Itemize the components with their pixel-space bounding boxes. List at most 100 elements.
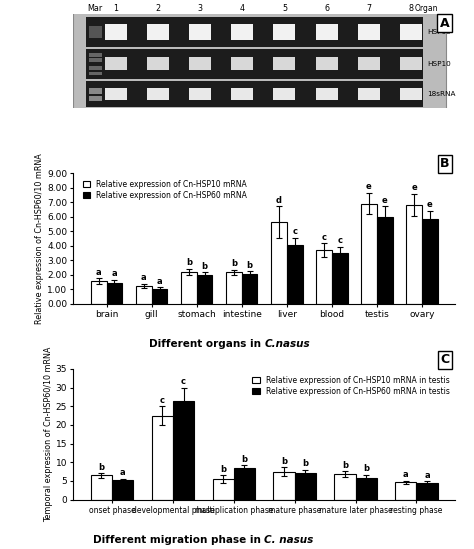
Legend: Relative expression of Cn-HSP10 mRNA, Relative expression of Cn-HSP60 mRNA: Relative expression of Cn-HSP10 mRNA, Re… [81,178,249,201]
Bar [112,480,133,500]
FancyBboxPatch shape [105,58,127,70]
Text: 8: 8 [409,4,413,13]
Text: b: b [186,258,192,267]
Text: c: c [292,227,297,236]
FancyBboxPatch shape [316,88,337,100]
Text: d: d [276,195,282,205]
Bar [395,482,416,500]
FancyBboxPatch shape [400,58,422,70]
Text: 2: 2 [155,4,161,13]
FancyBboxPatch shape [189,24,211,40]
Bar [416,483,438,500]
FancyBboxPatch shape [89,66,102,70]
Text: a: a [96,267,101,277]
Text: e: e [382,195,388,205]
Bar [361,204,377,304]
FancyBboxPatch shape [105,24,127,40]
Text: C.nasus: C.nasus [264,339,310,349]
Text: HSP10: HSP10 [428,60,451,66]
Bar [287,245,302,304]
Text: e: e [427,200,433,209]
Bar [107,283,122,304]
Text: c: c [321,233,327,242]
Text: 1: 1 [113,4,118,13]
Text: c: c [337,236,342,245]
FancyBboxPatch shape [86,18,423,47]
Text: a: a [141,273,146,282]
Text: b: b [342,461,348,470]
Bar [91,475,112,500]
Text: a: a [403,470,409,479]
FancyBboxPatch shape [105,88,127,100]
Bar [226,272,242,304]
Bar [91,281,107,304]
FancyBboxPatch shape [189,58,211,70]
FancyBboxPatch shape [89,53,102,57]
Bar [197,274,212,304]
Text: b: b [220,465,226,474]
Bar [406,205,422,304]
Bar [173,401,194,500]
FancyBboxPatch shape [89,58,102,62]
Bar [332,253,347,304]
Text: b: b [201,262,208,271]
Text: A: A [440,16,449,30]
FancyBboxPatch shape [400,88,422,100]
FancyBboxPatch shape [86,81,423,107]
Text: b: b [302,460,308,468]
FancyBboxPatch shape [316,24,337,40]
Bar [242,274,257,304]
Text: 7: 7 [366,4,371,13]
FancyBboxPatch shape [147,24,169,40]
Text: c: c [181,377,186,386]
Text: c: c [160,396,165,405]
FancyBboxPatch shape [358,88,380,100]
Text: b: b [99,463,104,472]
Text: Different organs in: Different organs in [149,339,264,349]
FancyBboxPatch shape [89,26,102,38]
FancyBboxPatch shape [400,24,422,40]
Bar [212,479,234,500]
Text: HSP60: HSP60 [428,29,451,35]
FancyBboxPatch shape [89,71,102,75]
Bar [334,474,356,500]
Text: 4: 4 [240,4,245,13]
FancyBboxPatch shape [358,24,380,40]
Text: B: B [440,158,449,170]
Text: 5: 5 [282,4,287,13]
Text: Different migration phase in: Different migration phase in [93,535,264,545]
Bar [316,250,332,304]
FancyBboxPatch shape [273,24,295,40]
FancyBboxPatch shape [316,58,337,70]
Text: 18sRNA: 18sRNA [428,91,456,97]
Bar [234,468,255,500]
Legend: Relative expression of Cn-HSP10 mRNA in testis, Relative expression of Cn-HSP60 : Relative expression of Cn-HSP10 mRNA in … [251,374,451,397]
Bar [295,473,316,500]
FancyBboxPatch shape [147,88,169,100]
FancyBboxPatch shape [231,58,253,70]
FancyBboxPatch shape [273,88,295,100]
FancyBboxPatch shape [231,24,253,40]
Bar [273,472,295,500]
Text: b: b [231,259,237,268]
Text: C. nasus: C. nasus [264,535,313,545]
Bar [181,272,197,304]
Y-axis label: Temporal expression of Cn-HSP60/10 mRNA: Temporal expression of Cn-HSP60/10 mRNA [44,346,53,522]
Bar [377,216,392,304]
Bar [152,289,167,304]
Text: a: a [112,269,117,278]
Text: b: b [246,261,253,270]
FancyBboxPatch shape [273,58,295,70]
FancyBboxPatch shape [358,58,380,70]
FancyBboxPatch shape [231,88,253,100]
Text: 6: 6 [324,4,329,13]
Text: e: e [411,183,417,192]
Text: a: a [120,468,126,478]
FancyBboxPatch shape [189,88,211,100]
Text: Mar: Mar [88,4,103,13]
Y-axis label: Relative expression of Cn-HSP60/10 mRNA: Relative expression of Cn-HSP60/10 mRNA [36,153,44,324]
Text: e: e [366,182,372,191]
FancyBboxPatch shape [86,48,423,79]
Bar [356,478,377,500]
Text: 3: 3 [198,4,203,13]
